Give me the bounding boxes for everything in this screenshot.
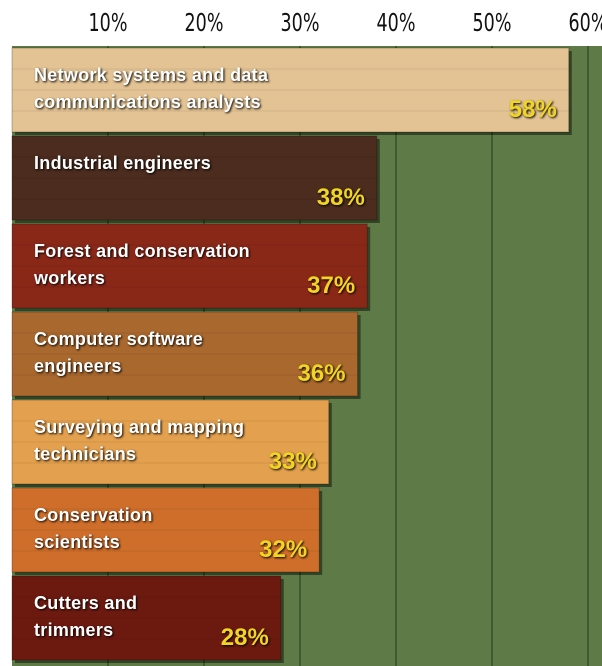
value-label: 28% [181, 624, 269, 652]
bar-label: Computer software engineers [34, 326, 274, 380]
value-label: 38% [277, 184, 365, 212]
value-label: 36% [258, 360, 346, 388]
value-label: 58% [469, 96, 557, 124]
chart: 10% 20% 30% 40% 50% 60% Network systems and da… [0, 0, 602, 666]
bar-label: Industrial engineers [34, 150, 334, 177]
value-label: 37% [267, 272, 355, 300]
x-tick-label: 60% [569, 8, 602, 37]
bar-label: Conservation scientists [34, 502, 199, 556]
x-tick-label: 30% [281, 8, 320, 37]
x-tick-label: 10% [89, 8, 128, 37]
bar-label: Cutters and trimmers [34, 590, 179, 644]
x-tick-label: 50% [473, 8, 512, 37]
x-tick-label: 20% [185, 8, 224, 37]
value-label: 33% [229, 448, 317, 476]
bar-label: Network systems and data communications … [34, 62, 364, 116]
value-label: 32% [219, 536, 307, 564]
x-tick-label: 40% [377, 8, 416, 37]
